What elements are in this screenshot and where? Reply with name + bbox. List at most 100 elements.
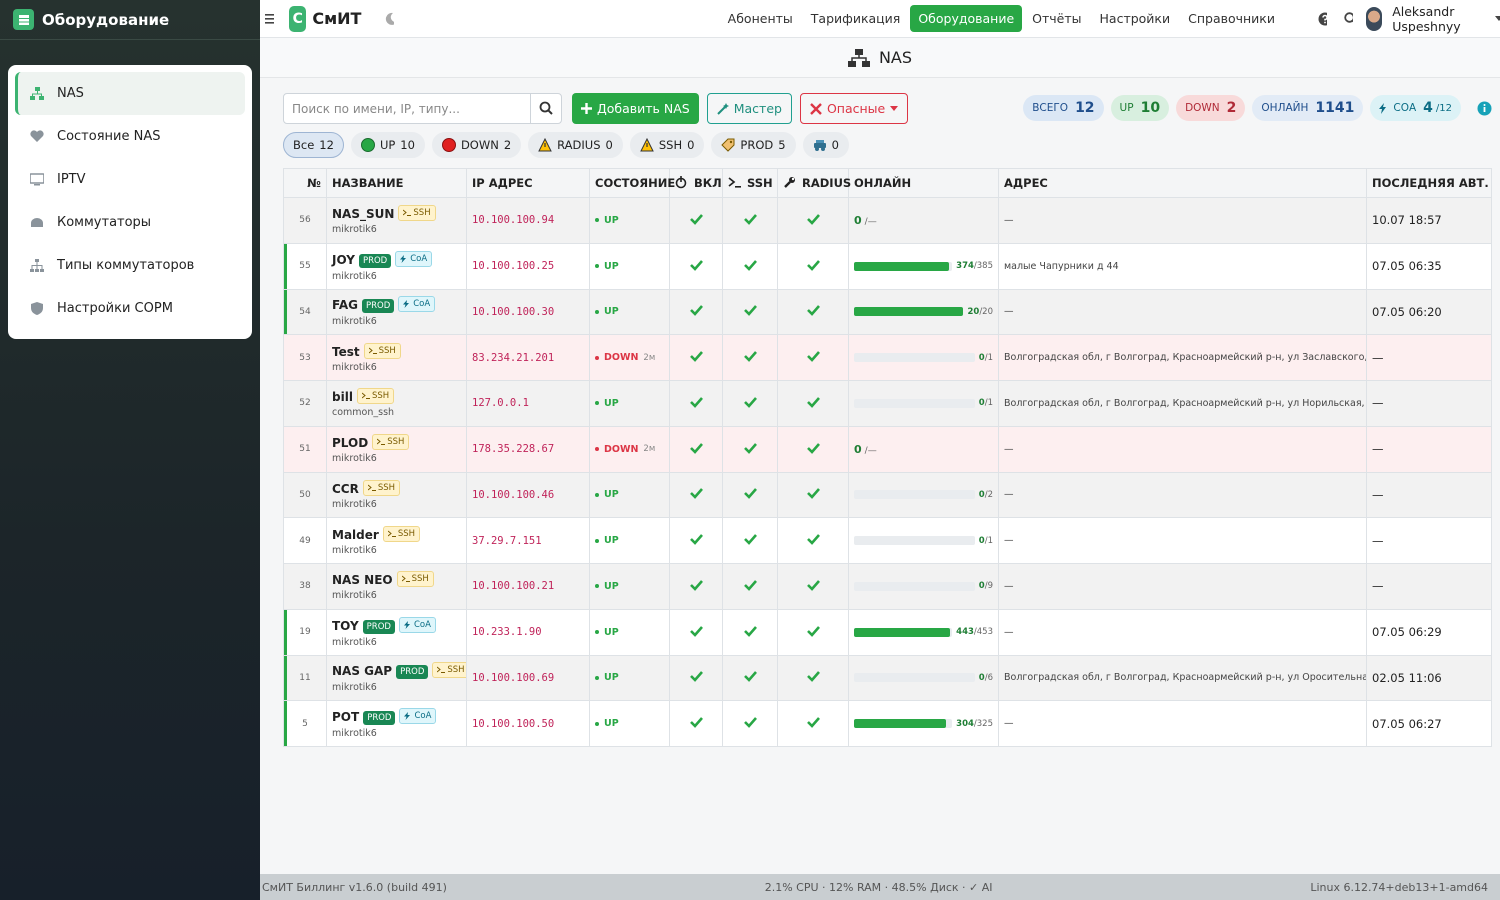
state-cell: DOWN 2м bbox=[589, 425, 670, 473]
danger-label: Опасные bbox=[826, 101, 886, 116]
danger-button[interactable]: Опасные bbox=[799, 93, 909, 124]
online-label: 304/325 bbox=[956, 719, 993, 729]
tag-label: SSH bbox=[413, 208, 431, 219]
nav-link[interactable]: Справочники bbox=[1188, 11, 1275, 26]
filter-chip[interactable]: 0 bbox=[802, 132, 849, 158]
sidebar-item[interactable]: IPTV bbox=[15, 158, 245, 201]
nav-link[interactable]: Абоненты bbox=[727, 11, 793, 26]
online-cell: 0/1 bbox=[848, 380, 999, 427]
nav-link[interactable]: Настройки bbox=[1099, 11, 1171, 26]
name-cell: CCR SSH mikrotik6 bbox=[326, 471, 467, 519]
logo-text[interactable]: СмИТ bbox=[312, 9, 362, 28]
filter-chip[interactable]: Все 12 bbox=[283, 132, 344, 158]
search-box[interactable]: Поиск по имени, IP, типу... bbox=[283, 93, 562, 124]
last-auth-cell: — bbox=[1366, 563, 1492, 610]
filter-chip[interactable]: PROD 5 bbox=[711, 132, 796, 158]
nas-row[interactable]: 52 bill SSH common_ssh 127.0.0.1 UP 0/1 Волгогр… bbox=[283, 380, 1492, 427]
nas-row[interactable]: 11 NAS GAP PROD SSH mikrotik6 10.100.100.69 UP… bbox=[283, 654, 1492, 702]
add-button[interactable]: Добавить NAS bbox=[572, 93, 699, 124]
column-label: RADIUS bbox=[802, 176, 852, 190]
nas-row[interactable]: 51 PLOD SSH mikrotik6 178.35.228.67 DOWN 2м 0/—… bbox=[283, 425, 1492, 473]
nav-link[interactable]: Отчёты bbox=[1032, 11, 1082, 26]
logo-box[interactable]: С bbox=[289, 5, 307, 32]
nas-row[interactable]: 19 TOY PROD CoA mikrotik6 10.233.1.90 UP 443/45… bbox=[283, 608, 1492, 656]
user-name[interactable]: Aleksandr Uspeshnyy bbox=[1392, 3, 1461, 34]
nas-row[interactable]: 5 POT PROD CoA mikrotik6 10.100.100.50 UP 304/3… bbox=[283, 700, 1492, 747]
sidebar-item[interactable]: NAS bbox=[15, 72, 245, 115]
sidebar-item[interactable]: Настройки СОРМ bbox=[15, 287, 245, 330]
nas-table: № НАЗВАНИЕ IP АДРЕС СОСТОЯНИЕ ВКЛ SSH RADIUS ОН… bbox=[283, 168, 1492, 747]
address-cell: — bbox=[998, 471, 1367, 519]
filter-chip[interactable]: DOWN 2 bbox=[431, 132, 522, 158]
wizard-label: Мастер bbox=[733, 101, 782, 116]
tag-icon bbox=[403, 209, 412, 217]
progress-track bbox=[854, 673, 975, 683]
avatar[interactable] bbox=[1366, 6, 1383, 31]
search-icon[interactable] bbox=[1344, 11, 1354, 26]
check-cell bbox=[669, 425, 723, 473]
sidebar-item[interactable]: Типы коммутаторов bbox=[15, 244, 245, 287]
online-count: 20 bbox=[967, 306, 980, 317]
name-cell: POT PROD CoA mikrotik6 bbox=[326, 700, 467, 747]
title-text: NAS bbox=[878, 48, 913, 67]
sidebar-item[interactable]: Состояние NAS bbox=[15, 115, 245, 158]
header-row: № НАЗВАНИЕ IP АДРЕС СОСТОЯНИЕ ВКЛ SSH RADIUS ОН… bbox=[283, 168, 1492, 198]
check-cell bbox=[722, 380, 778, 427]
state: UP bbox=[595, 398, 664, 409]
online-count: 0 bbox=[978, 398, 985, 409]
nas-type: mikrotik6 bbox=[332, 636, 377, 648]
tag-label: CoA bbox=[413, 299, 431, 310]
check bbox=[806, 442, 820, 454]
stats: ВСЕГО 12 UP 10 DOWN 2 ОНЛАЙН 1141 СОА 4/12 bbox=[1023, 95, 1492, 121]
nas-row[interactable]: 38 NAS NEO SSH mikrotik6 10.100.100.21 UP 0/9 —… bbox=[283, 563, 1492, 610]
ip-cell: 10.100.100.50 bbox=[466, 700, 590, 747]
wizard-button[interactable]: Мастер bbox=[706, 93, 792, 124]
nas-row[interactable]: 54 FAG PROD CoA mikrotik6 10.100.100.30 UP 20/2… bbox=[283, 288, 1492, 336]
state-cell: DOWN 2м bbox=[589, 334, 670, 381]
sidebar-icon bbox=[31, 218, 43, 227]
filter-icon bbox=[640, 138, 654, 152]
filter-chip[interactable]: SSH 0 bbox=[629, 132, 705, 158]
online-label: 0/2 bbox=[979, 490, 993, 500]
column-label: SSH bbox=[747, 176, 773, 190]
online-cell: 0/2 bbox=[848, 471, 999, 519]
address-cell: — bbox=[998, 425, 1367, 473]
sidebar-item[interactable]: Коммутаторы bbox=[15, 201, 245, 244]
state: UP bbox=[595, 489, 664, 500]
nas-row[interactable]: 49 Malder SSH mikrotik6 37.29.7.151 UP 0/1 — — bbox=[283, 517, 1492, 564]
nav-link[interactable]: Тарификация bbox=[810, 11, 901, 26]
name-line: NAS GAP PROD SSH bbox=[332, 662, 466, 680]
menu-toggle[interactable] bbox=[265, 13, 275, 25]
user-caret[interactable] bbox=[1494, 16, 1500, 21]
state-dot bbox=[595, 401, 599, 406]
online-max: /453 bbox=[973, 627, 993, 638]
filter-chip[interactable]: RADIUS 0 bbox=[528, 132, 623, 158]
filter-chip[interactable]: UP 10 bbox=[350, 132, 425, 158]
search-placeholder[interactable]: Поиск по имени, IP, типу... bbox=[284, 94, 531, 123]
filter-count: 12 bbox=[319, 138, 334, 152]
check bbox=[689, 351, 703, 363]
check-cell bbox=[777, 425, 849, 473]
name-line: Test SSH bbox=[332, 342, 461, 359]
nas-row[interactable]: 56 NAS_SUN SSH mikrotik6 10.100.100.94 UP 0/— —… bbox=[283, 197, 1492, 244]
state-label: DOWN bbox=[604, 352, 639, 364]
nas-row[interactable]: 55 JOY PROD CoA mikrotik6 10.100.100.25 UP 374/… bbox=[283, 242, 1492, 290]
state-dot bbox=[595, 264, 599, 269]
nas-row[interactable]: 50 CCR SSH mikrotik6 10.100.100.46 UP 0/2 — — bbox=[283, 471, 1492, 519]
state-cell: UP bbox=[589, 288, 670, 336]
nas-name: Test bbox=[332, 344, 360, 359]
help-icon[interactable] bbox=[1318, 12, 1328, 26]
nas-name: POT bbox=[332, 710, 360, 725]
progress-track bbox=[854, 581, 975, 591]
search-button[interactable] bbox=[531, 94, 561, 123]
progress-track bbox=[854, 261, 953, 271]
theme-toggle[interactable] bbox=[384, 12, 394, 26]
state-label: UP bbox=[604, 489, 619, 501]
column-label: IP АДРЕС bbox=[472, 176, 533, 190]
footer-right: Linux 6.12.74+deb13+1-amd64 bbox=[1310, 880, 1488, 894]
nas-row[interactable]: 53 Test SSH mikrotik6 83.234.21.201 DOWN 2м 0/1… bbox=[283, 334, 1492, 381]
name-line: bill SSH bbox=[332, 388, 461, 405]
nav-link[interactable]: Оборудование bbox=[910, 5, 1023, 32]
id-cell: 53 bbox=[283, 334, 327, 381]
filter-icon bbox=[538, 138, 552, 152]
